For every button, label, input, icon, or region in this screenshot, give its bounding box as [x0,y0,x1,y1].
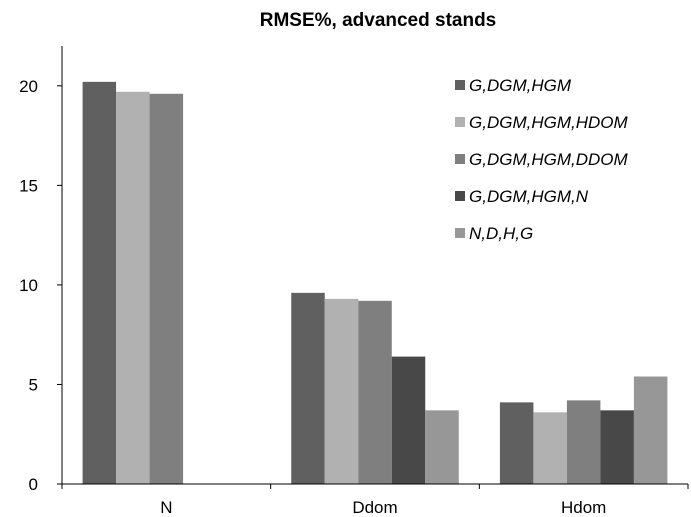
bar-n-series-1 [82,81,117,484]
legend-label-3: G,DGM,HGM,DDOM [469,150,628,169]
bar-hdom-series-2 [533,412,567,484]
y-tick-label-5: 5 [29,375,38,394]
y-tick-label-15: 15 [19,176,38,195]
legend-label-5: N,D,H,G [469,224,533,243]
bar-n-series-3 [149,93,184,484]
legend-swatch-4 [455,191,465,201]
legend-label-1: G,DGM,HGM [469,76,572,95]
legend-label-2: G,DGM,HGM,HDOM [469,113,628,132]
x-tick-label-n: N [160,498,172,517]
bar-ddom-series-5 [425,410,459,484]
legend-label-4: G,DGM,HGM,N [469,187,589,206]
bar-hdom-series-1 [499,402,534,484]
y-tick-label-10: 10 [19,276,38,295]
bar-hdom-series-3 [566,400,601,484]
bar-ddom-series-4 [391,356,426,484]
y-tick-label-0: 0 [29,475,38,494]
legend-swatch-5 [455,228,465,238]
bar-n-series-2 [116,91,150,484]
legend-swatch-3 [455,154,465,164]
y-tick-label-20: 20 [19,77,38,96]
bar-hdom-series-5 [633,376,668,484]
legend-swatch-1 [455,80,465,90]
legend: G,DGM,HGM G,DGM,HGM,HDOM G,DGM,HGM,DDOM G,D… [455,76,628,243]
axes-layer: N Ddom Hdom 0 5 10 15 20 [19,46,689,517]
bar-ddom-series-3 [358,300,392,484]
bar-ddom-series-1 [291,292,325,484]
bar-ddom-series-2 [324,298,359,484]
x-tick-label-ddom: Ddom [352,498,397,517]
chart-title: RMSE%, advanced stands [260,10,497,31]
bar-hdom-series-4 [600,410,634,484]
bars-layer [82,81,668,484]
legend-swatch-2 [455,117,465,127]
x-tick-label-hdom: Hdom [561,498,606,517]
